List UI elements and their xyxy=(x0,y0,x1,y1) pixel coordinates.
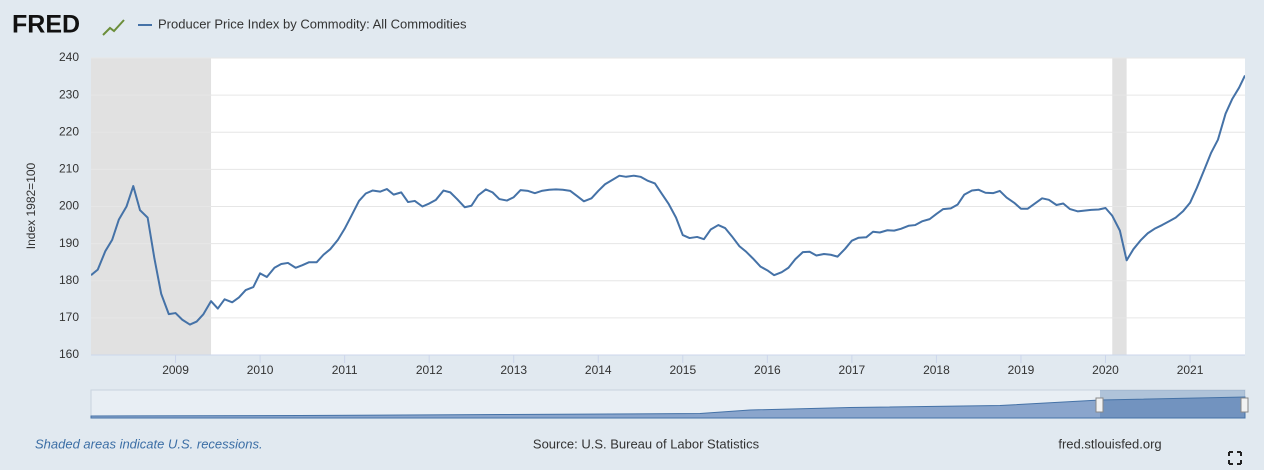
fullscreen-icon[interactable] xyxy=(1228,451,1242,465)
series-line xyxy=(91,75,1245,326)
navigator-handle[interactable] xyxy=(1095,397,1104,413)
x-tick-label: 2011 xyxy=(332,363,358,377)
recession-note: Shaded areas indicate U.S. recessions. xyxy=(35,436,263,451)
y-tick-label: 210 xyxy=(59,162,79,176)
navigator-handle[interactable] xyxy=(1240,397,1249,413)
x-tick-label: 2016 xyxy=(754,363,781,377)
y-tick-label: 180 xyxy=(59,273,79,287)
x-tick-label: 2020 xyxy=(1092,363,1119,377)
x-tick-label: 2012 xyxy=(416,363,443,377)
x-tick-label: 2017 xyxy=(839,363,866,377)
x-tick-label: 2010 xyxy=(247,363,274,377)
y-tick-label: 230 xyxy=(59,87,79,101)
x-tick-label: 2013 xyxy=(500,363,527,377)
logo-icon xyxy=(102,19,125,36)
site: fred.stlouisfed.org xyxy=(1058,436,1161,451)
y-tick-label: 200 xyxy=(59,199,79,213)
navigator-window[interactable] xyxy=(1100,390,1245,418)
y-tick-label: 220 xyxy=(59,124,79,138)
x-tick-label: 2015 xyxy=(669,363,696,377)
y-tick-label: 170 xyxy=(59,310,79,324)
y-axis-label: Index 1982=100 xyxy=(24,162,38,249)
x-tick-label: 2019 xyxy=(1008,363,1035,377)
y-tick-label: 160 xyxy=(59,347,79,361)
x-tick-label: 2018 xyxy=(923,363,950,377)
logo: FRED xyxy=(12,11,80,39)
x-tick-label: 2021 xyxy=(1177,363,1204,377)
y-tick-label: 240 xyxy=(59,50,79,64)
line-layer xyxy=(91,75,1245,326)
x-tick-label: 2014 xyxy=(585,363,612,377)
legend-label: Producer Price Index by Commodity: All C… xyxy=(158,16,467,31)
source: Source: U.S. Bureau of Labor Statistics xyxy=(533,436,760,451)
y-tick-label: 190 xyxy=(59,236,79,250)
x-tick-label: 2009 xyxy=(162,363,189,377)
